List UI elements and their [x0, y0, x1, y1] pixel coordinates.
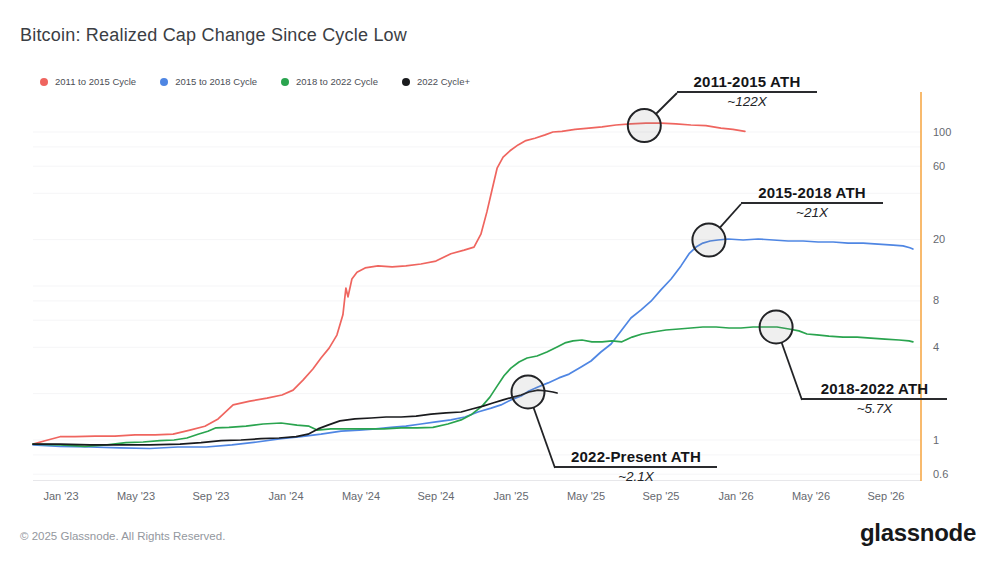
annotation-1: 2011-2015 ATH~122X [677, 73, 817, 109]
annotation-value: ~2.1X [555, 468, 717, 484]
y-tick-label: 20 [933, 233, 945, 245]
annotation-circle [628, 109, 661, 142]
y-tick-label: 8 [933, 294, 939, 306]
annotation-3: 2018-2022 ATH~5.7X [802, 380, 947, 416]
x-tick-label: Jan '26 [708, 490, 764, 502]
glassnode-logo: glassnode [860, 519, 976, 547]
series-line-3 [33, 327, 913, 446]
x-tick-label: May '24 [333, 490, 389, 502]
annotation-title: 2015-2018 ATH [741, 184, 883, 204]
annotation-leader [656, 93, 677, 114]
copyright-text: © 2025 Glassnode. All Rights Reserved. [20, 530, 225, 542]
annotation-title: 2022-Present ATH [555, 448, 717, 468]
glassnode-chart-page: Bitcoin: Realized Cap Change Since Cycle… [0, 0, 1000, 563]
y-tick-label: 60 [933, 160, 945, 172]
annotation-leader [534, 408, 556, 469]
annotation-circle [692, 224, 725, 257]
annotation-title: 2018-2022 ATH [802, 380, 947, 400]
series-line-1 [33, 123, 745, 444]
annotation-value: ~21X [741, 204, 883, 220]
annotation-circle [760, 311, 793, 344]
x-tick-label: May '26 [783, 490, 839, 502]
annotation-2: 2015-2018 ATH~21X [741, 184, 883, 220]
x-tick-label: Sep '25 [633, 490, 689, 502]
annotation-leader [720, 204, 741, 228]
annotation-circle [512, 376, 545, 409]
x-tick-label: Sep '24 [408, 490, 464, 502]
annotation-leader [782, 343, 802, 401]
annotation-title: 2011-2015 ATH [677, 73, 817, 93]
y-tick-label: 1 [933, 434, 939, 446]
y-tick-label: 0.6 [933, 468, 948, 480]
x-tick-label: Jan '23 [33, 490, 89, 502]
annotation-value: ~5.7X [802, 400, 947, 416]
x-tick-label: May '23 [108, 490, 164, 502]
x-tick-label: May '25 [558, 490, 614, 502]
y-tick-label: 4 [933, 341, 939, 353]
chart-plot-area [0, 0, 1000, 563]
x-tick-label: Jan '24 [258, 490, 314, 502]
annotation-4: 2022-Present ATH~2.1X [555, 448, 717, 484]
y-tick-label: 100 [933, 126, 951, 138]
x-tick-label: Jan '25 [483, 490, 539, 502]
x-tick-label: Sep '26 [858, 490, 914, 502]
annotation-value: ~122X [677, 93, 817, 109]
x-tick-label: Sep '23 [183, 490, 239, 502]
